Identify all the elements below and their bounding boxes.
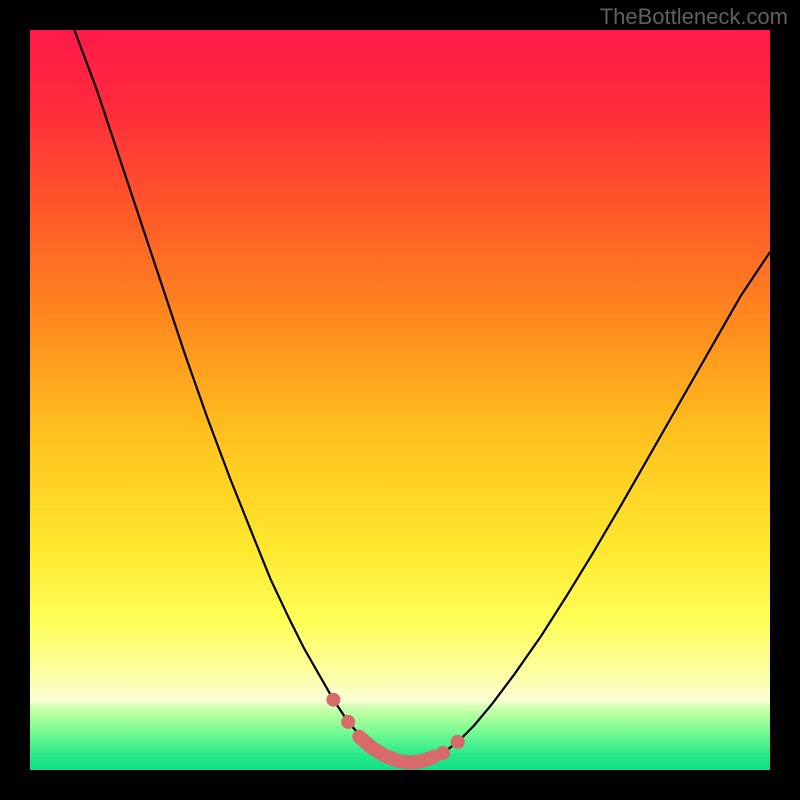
bottleneck-chart — [0, 0, 800, 800]
gradient-background — [30, 30, 770, 770]
marker-dot — [436, 746, 450, 760]
marker-dot — [451, 735, 465, 749]
marker-dot — [326, 693, 340, 707]
marker-dot — [341, 715, 355, 729]
watermark-text: TheBottleneck.com — [600, 4, 788, 30]
